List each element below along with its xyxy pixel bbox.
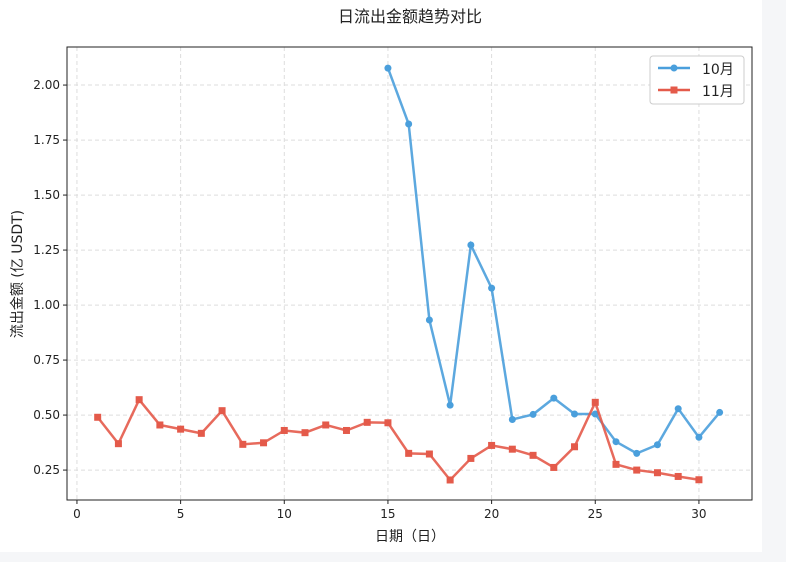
- data-point: [94, 413, 102, 421]
- y-tick-label: 1.50: [33, 188, 60, 202]
- data-point: [405, 449, 413, 457]
- y-tick-label: 0.25: [33, 463, 60, 477]
- data-point: [529, 410, 537, 418]
- data-point: [571, 410, 579, 418]
- y-tick-label: 0.50: [33, 408, 60, 422]
- data-point: [591, 398, 599, 406]
- data-point: [488, 441, 496, 449]
- plot-frame: [66, 46, 753, 501]
- data-point: [197, 429, 205, 437]
- data-point: [301, 429, 309, 437]
- data-point: [239, 440, 247, 448]
- y-tick-label: 2.00: [33, 78, 60, 92]
- data-point: [612, 460, 620, 468]
- data-point: [653, 441, 661, 449]
- axis-ticks: 0 5 10 15 20 25 30 0.25 0.50 0.75 1.00 1.25 1.50 1.75…: [33, 78, 706, 521]
- data-point: [446, 401, 454, 409]
- data-point: [342, 426, 350, 434]
- data-point: [695, 433, 703, 441]
- data-point: [156, 421, 164, 429]
- scrollbar-track: [762, 0, 786, 562]
- data-point: [716, 408, 724, 416]
- data-point: [322, 421, 330, 429]
- legend-marker-11月: [670, 86, 678, 94]
- x-tick-label: 0: [73, 507, 81, 521]
- chart-figure: 日流出金额趋势对比 0 5 10 15 20 25 30 0.25 0.50 0.75 1.00 1.…: [10, 7, 753, 545]
- data-point: [384, 419, 392, 427]
- data-point: [550, 394, 558, 402]
- x-tick-label: 30: [691, 507, 706, 521]
- data-point: [653, 469, 661, 477]
- legend: 10月 11月: [649, 55, 745, 105]
- data-point: [508, 445, 516, 453]
- data-point: [529, 451, 537, 459]
- data-point: [446, 476, 454, 484]
- data-point: [425, 316, 433, 324]
- x-tick-label: 10: [277, 507, 292, 521]
- data-point: [280, 426, 288, 434]
- line-chart: 日流出金额趋势对比 0 5 10 15 20 25 30 0.25 0.50 0.75 1.00 1.…: [10, 7, 753, 545]
- data-point: [488, 284, 496, 292]
- y-tick-label: 1.00: [33, 298, 60, 312]
- data-point: [612, 438, 620, 446]
- data-point: [674, 405, 682, 413]
- data-point: [674, 472, 682, 480]
- series-group: [94, 64, 724, 484]
- bottom-margin: [0, 552, 786, 562]
- y-tick-label: 1.75: [33, 133, 60, 147]
- data-point: [467, 241, 475, 249]
- legend-marker-10月: [670, 64, 678, 72]
- data-point: [405, 120, 413, 128]
- data-point: [135, 396, 143, 404]
- x-tick-label: 20: [484, 507, 499, 521]
- chart-title: 日流出金额趋势对比: [338, 7, 482, 26]
- x-axis-label: 日期（日）: [375, 529, 445, 545]
- data-point: [550, 463, 558, 471]
- data-point: [177, 425, 185, 433]
- grid: [67, 47, 752, 500]
- data-point: [467, 454, 475, 462]
- y-tick-label: 0.75: [33, 353, 60, 367]
- legend-label-11月: 11月: [702, 84, 734, 100]
- data-point: [384, 64, 392, 72]
- data-point: [571, 443, 579, 451]
- data-point: [695, 476, 703, 484]
- legend-label-10月: 10月: [702, 62, 734, 78]
- series-line-11月: [96, 397, 700, 482]
- data-point: [633, 466, 641, 474]
- data-point: [633, 449, 641, 457]
- data-point: [363, 418, 371, 426]
- y-axis-label: 流出金额 (亿 USDT): [10, 210, 26, 338]
- data-point: [260, 439, 268, 447]
- y-tick-label: 1.25: [33, 243, 60, 257]
- x-tick-label: 15: [380, 507, 395, 521]
- data-point: [425, 450, 433, 458]
- data-point: [218, 407, 226, 415]
- data-point: [508, 415, 516, 423]
- x-tick-label: 5: [177, 507, 185, 521]
- data-point: [591, 410, 599, 418]
- data-point: [114, 440, 122, 448]
- x-tick-label: 25: [588, 507, 603, 521]
